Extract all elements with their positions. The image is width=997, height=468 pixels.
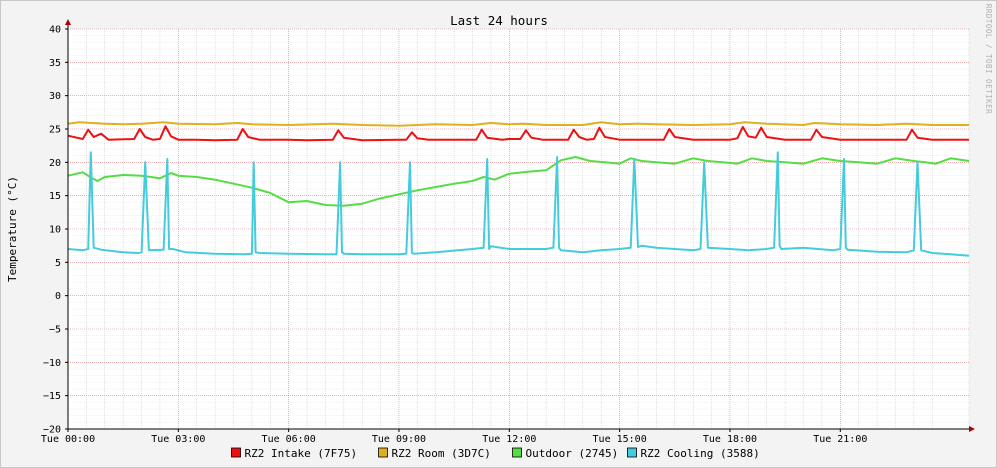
series-lines (67, 121, 970, 257)
series-line-4 (67, 151, 970, 257)
series-line-1 (67, 125, 969, 142)
x-tick-label: Tue 00:00 (41, 434, 95, 445)
y-tick-label: 0 (55, 291, 61, 302)
y-axis-arrow (65, 19, 71, 25)
watermark: RRDTOOL / TOBI OETIKER (984, 4, 993, 114)
x-tick-label: Tue 21:00 (813, 434, 867, 445)
legend-swatch-3 (512, 447, 522, 458)
legend-label-1: RZ2 Intake (7F75) (245, 447, 358, 460)
y-tick-labels: 40 35 30 25 20 15 10 5 0 −5 −10 −15 −20 (43, 25, 68, 436)
legend-label-3: Outdoor (2745) (526, 447, 619, 460)
series-line-3 (67, 156, 970, 207)
x-axis-arrow (969, 426, 975, 432)
y-tick-label: −15 (43, 391, 61, 402)
y-tick-label: 20 (49, 158, 61, 169)
y-tick-label: 15 (49, 191, 61, 202)
chart-title: Last 24 hours (450, 13, 548, 28)
y-tick-label: −5 (49, 325, 61, 336)
y-axis-label: Temperature (°C) (6, 176, 19, 282)
x-tick-label: Tue 06:00 (262, 434, 316, 445)
series-line-2 (67, 121, 969, 127)
legend: RZ2 Intake (7F75) RZ2 Room (3D7C) Outdoor … (231, 447, 760, 460)
x-tick-label: Tue 15:00 (593, 434, 647, 445)
y-tick-label: 40 (49, 25, 61, 36)
grid-lines (67, 28, 970, 430)
x-tick-labels: Tue 00:00 Tue 03:00 Tue 06:00 Tue 09:00 Tue … (41, 429, 867, 445)
y-tick-label: 5 (55, 258, 61, 269)
legend-swatch-4 (627, 447, 637, 458)
x-tick-label: Tue 09:00 (372, 434, 426, 445)
legend-swatch-2 (378, 447, 388, 458)
x-tick-label: Tue 03:00 (151, 434, 205, 445)
x-tick-label: Tue 18:00 (703, 434, 757, 445)
y-tick-label: 35 (49, 58, 61, 69)
y-tick-label: 30 (49, 91, 61, 102)
x-tick-label: Tue 12:00 (482, 434, 536, 445)
y-tick-label: −10 (43, 358, 61, 369)
axes (65, 19, 975, 432)
y-tick-label: 25 (49, 125, 61, 136)
legend-label-4: RZ2 Cooling (3588) (641, 447, 760, 460)
legend-label-2: RZ2 Room (3D7C) (392, 447, 491, 460)
legend-swatch-1 (231, 447, 241, 458)
y-tick-label: −20 (43, 425, 61, 436)
y-tick-label: 10 (49, 225, 61, 236)
